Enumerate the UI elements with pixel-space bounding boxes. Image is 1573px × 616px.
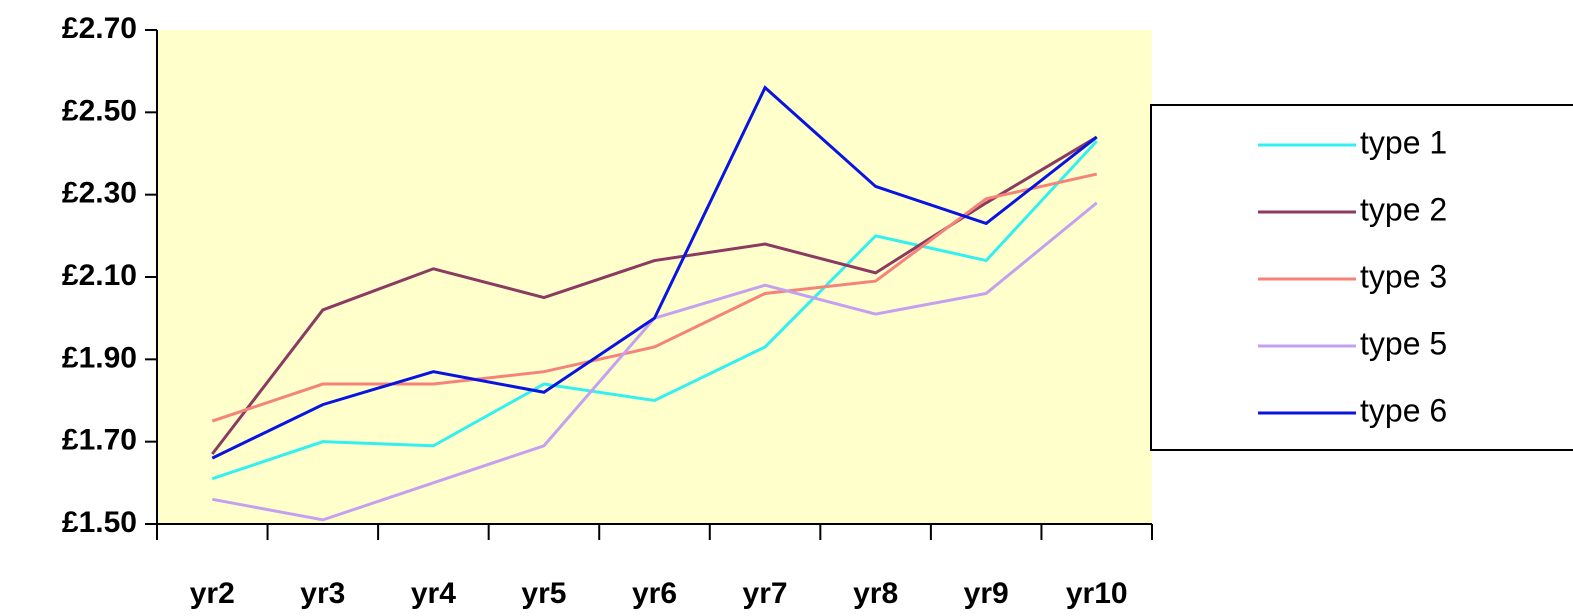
- series-line: [211, 140, 1098, 481]
- x-tick-label: yr4: [411, 577, 456, 610]
- legend-label: type 5: [1360, 325, 1447, 361]
- x-tick-label: yr10: [1066, 577, 1128, 610]
- x-tick-label: yr5: [521, 577, 566, 610]
- y-tick-label: £1.70: [62, 424, 137, 457]
- x-tick-label: yr6: [632, 577, 677, 610]
- y-tick-label: £1.90: [62, 341, 137, 374]
- y-tick-label: £2.10: [62, 259, 137, 292]
- legend-label: type 6: [1360, 392, 1447, 428]
- plot-area: [157, 30, 1152, 524]
- legend-label: type 3: [1360, 258, 1447, 294]
- series-line: [211, 172, 1098, 423]
- legend-box: [1150, 104, 1573, 451]
- y-tick-label: £1.50: [62, 506, 137, 539]
- y-tick-label: £2.30: [62, 177, 137, 210]
- y-tick-label: £2.50: [62, 94, 137, 127]
- x-tick-label: yr8: [853, 577, 898, 610]
- legend-label: type 1: [1360, 124, 1447, 160]
- x-tick-label: yr3: [300, 577, 345, 610]
- legend-label: type 2: [1360, 191, 1447, 227]
- y-tick-label: £2.70: [62, 12, 137, 45]
- x-tick-label: yr2: [190, 577, 235, 610]
- x-tick-label: yr9: [964, 577, 1009, 610]
- series-line: [211, 85, 1098, 460]
- x-tick-label: yr7: [743, 577, 788, 610]
